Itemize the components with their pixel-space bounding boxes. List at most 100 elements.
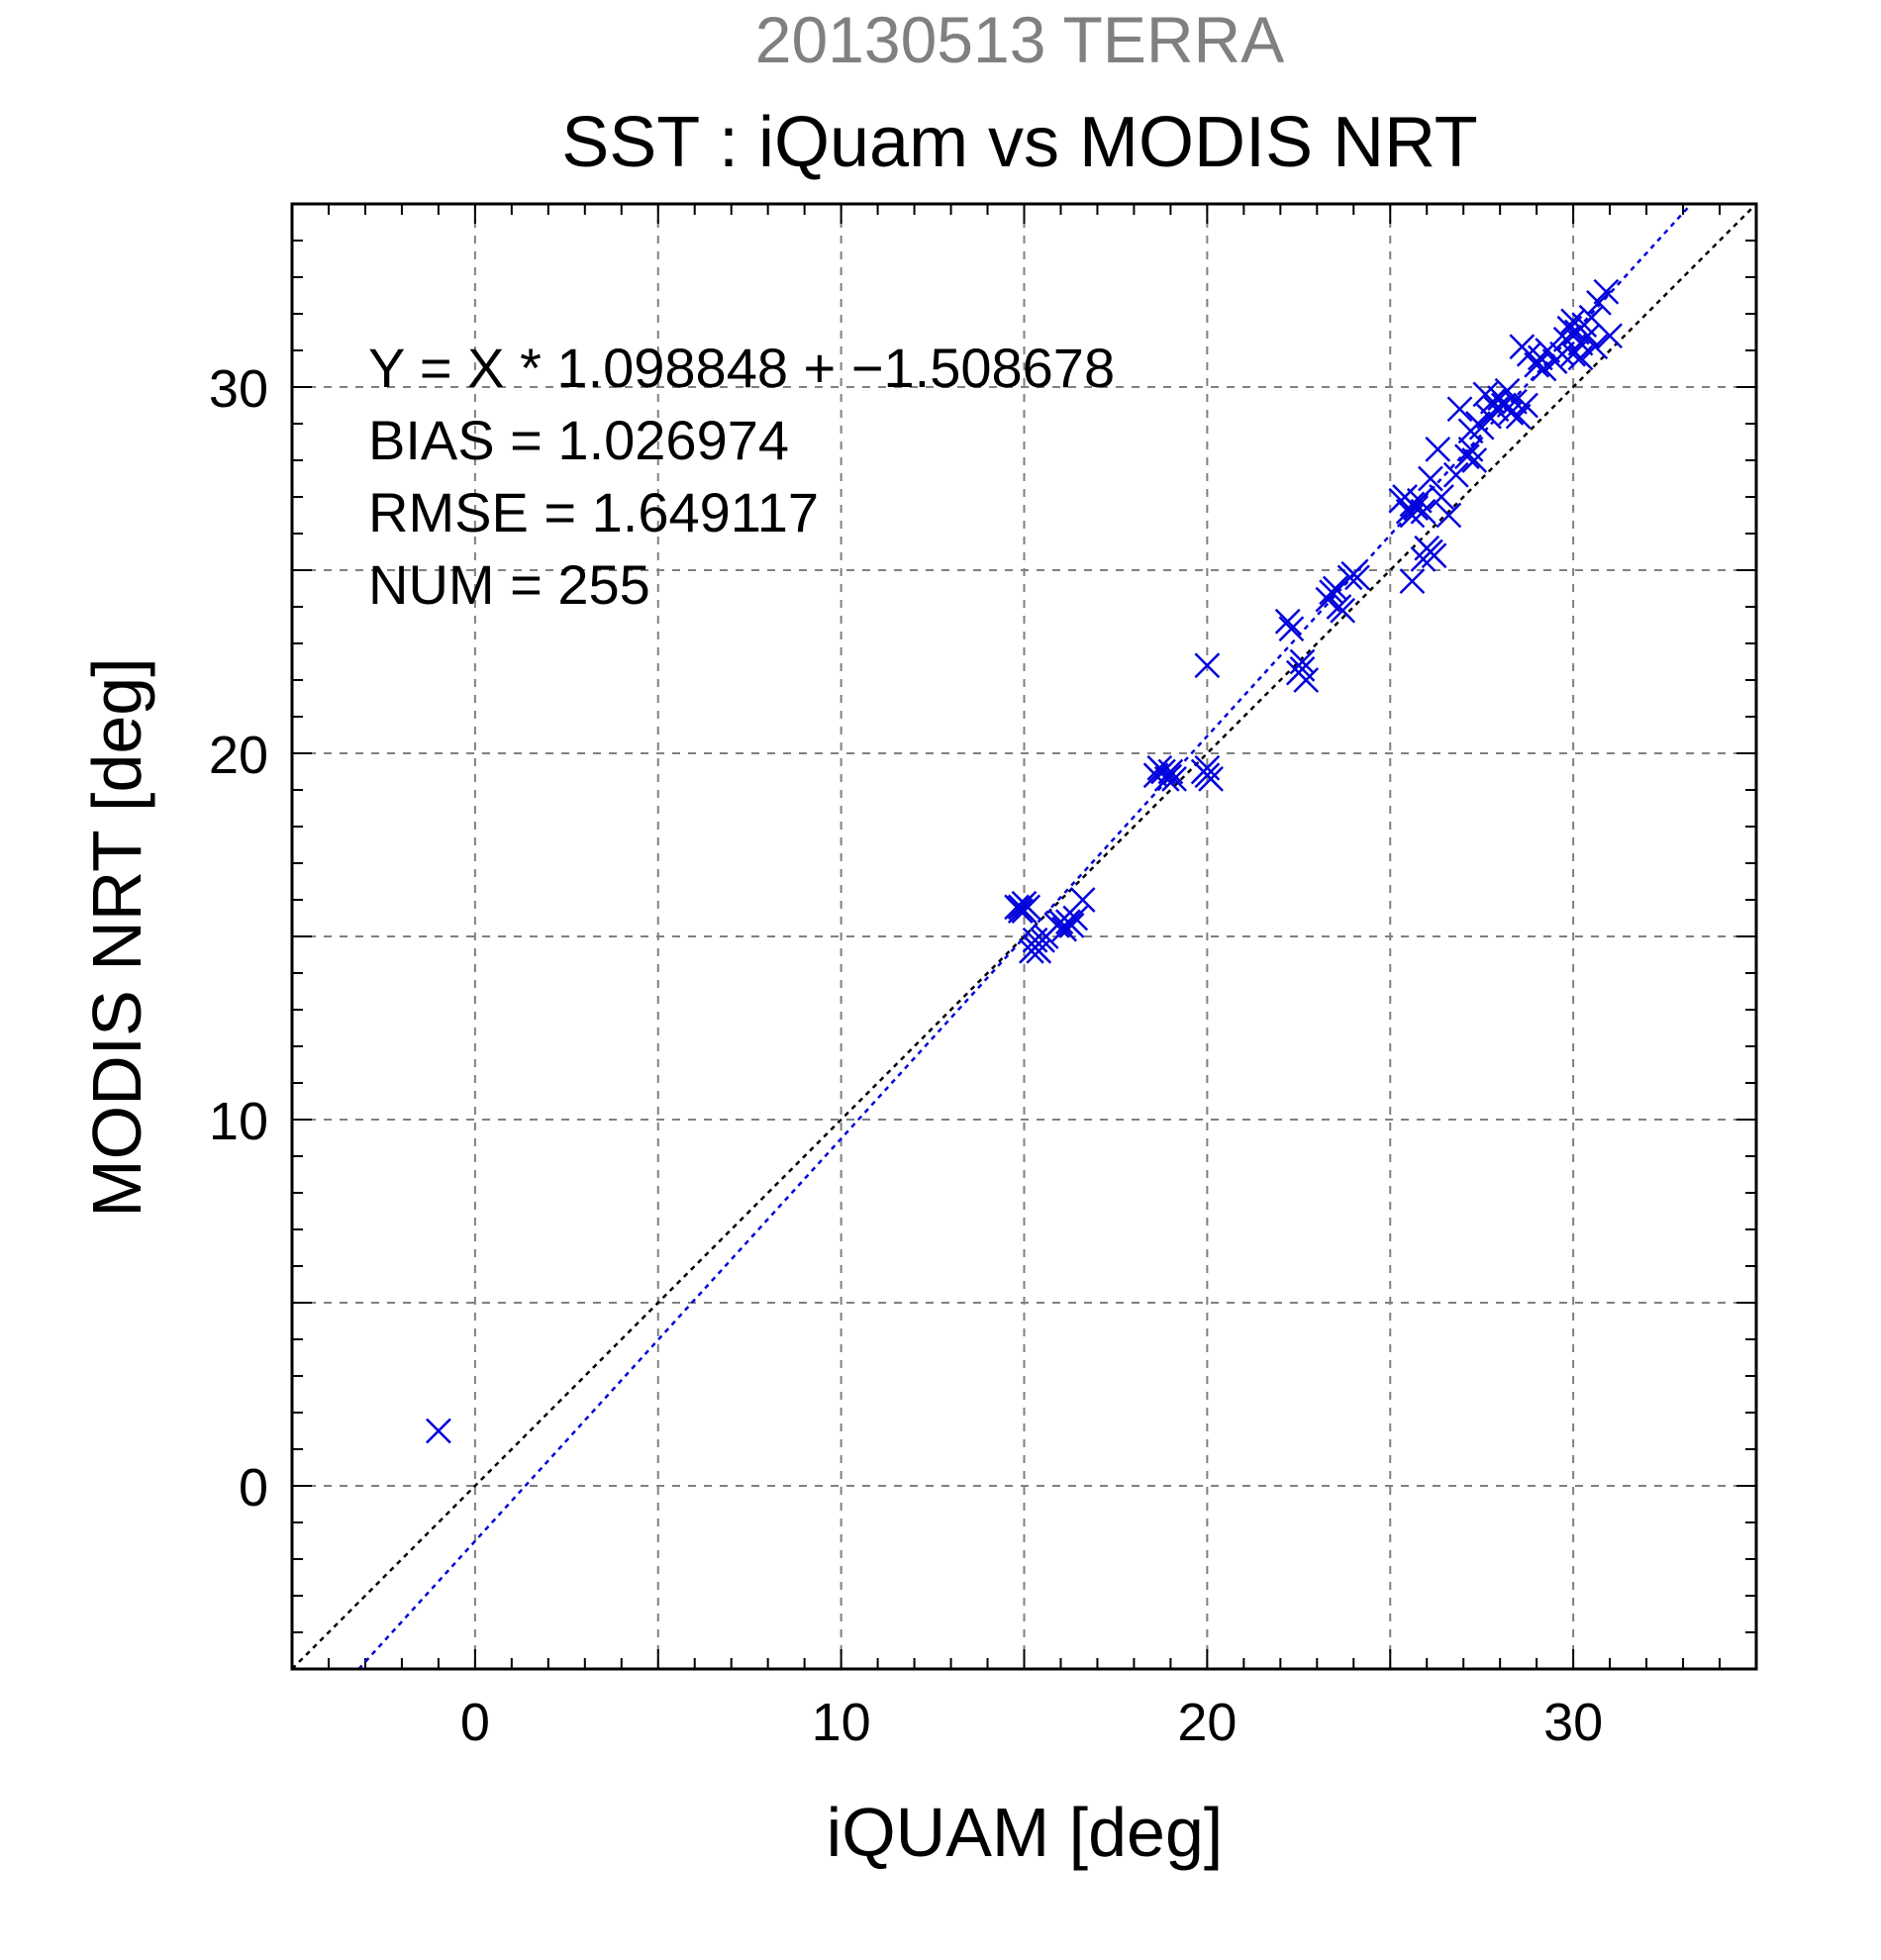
data-point-stroke [1406,487,1433,514]
data-point-stroke [1190,758,1217,785]
data-point-stroke [1425,437,1451,462]
data-points [426,278,1623,1444]
data-point-stroke [1274,608,1301,635]
data-point-stroke [1534,338,1561,363]
data-point [1461,447,1488,473]
data-point-stroke [1582,334,1609,360]
data-point-stroke [1315,586,1341,613]
data-point-stroke [1560,308,1587,335]
data-point [1007,898,1034,924]
data-point [1418,465,1443,492]
data-point-stroke [1429,484,1454,510]
data-point [1429,484,1454,510]
data-point [1454,443,1480,470]
data-point-stroke [1330,597,1356,624]
data-point [1011,890,1038,917]
stats-line: RMSE = 1.649117 [368,481,819,543]
data-point [1468,414,1495,441]
stats-line: NUM = 255 [368,553,650,616]
plot-frame [290,202,1758,1671]
data-point-stroke [1446,396,1473,423]
data-point-stroke [1524,351,1550,378]
data-point-stroke [1494,377,1521,404]
data-point [1403,495,1430,521]
data-point-stroke [1567,344,1594,371]
chart-title: SST : iQuam vs MODIS NRT [561,103,1478,182]
data-point [1582,334,1609,360]
data-point [1146,754,1173,781]
data-point [1593,278,1620,305]
data-point [1586,290,1612,316]
tick-labels: 0 10 20 30 0 10 20 30 [209,359,1603,1752]
data-point [1425,437,1451,462]
data-point-stroke [1454,443,1480,470]
data-point [1289,648,1316,675]
data-point-stroke [1516,341,1542,367]
y-tick-label: 20 [209,726,268,785]
data-point-stroke [1468,414,1495,441]
data-point [1278,616,1305,642]
data-point [1161,766,1187,792]
data-point-stroke [1344,564,1370,591]
data-point [1058,913,1085,938]
stats-block: Y = X * 1.098848 + −1.508678 BIAS = 1.026… [368,337,1115,616]
data-point [1410,498,1436,525]
data-point-stroke [1578,304,1605,331]
data-point-stroke [1289,656,1316,682]
data-point-stroke [1410,498,1436,525]
data-point-stroke [1058,913,1085,938]
data-point [1446,396,1473,423]
identity-line [292,204,1756,1669]
data-point [1534,338,1561,363]
x-tick-label: 20 [1177,1693,1237,1752]
data-point-stroke [1157,758,1184,785]
chart-subtitle: 20130513 TERRA [755,3,1284,76]
data-point [1442,461,1469,488]
data-point-stroke [1403,495,1430,521]
data-point [1153,766,1180,792]
data-point [1274,608,1301,635]
y-tick-label: 30 [209,359,268,419]
data-point [1567,344,1594,371]
data-point [1194,652,1221,679]
y-axis-label: MODIS NRT [deg] [78,657,155,1217]
data-point-stroke [1513,392,1538,419]
data-point-stroke [1069,887,1096,913]
data-point-stroke [426,1418,451,1444]
data-point [1505,403,1532,430]
y-tick-label: 10 [209,1092,268,1151]
data-point-stroke [1399,568,1426,594]
data-point-stroke [1007,898,1034,924]
data-point-stroke [1505,403,1532,430]
data-point-stroke [1436,502,1462,529]
data-point [1513,392,1538,419]
data-point-stroke [1461,447,1488,473]
data-point-stroke [1442,461,1469,488]
data-point-stroke [1194,652,1221,679]
data-point [1315,586,1341,613]
data-point [1436,502,1462,529]
data-point-stroke [1502,388,1528,415]
data-point-stroke [1289,648,1316,675]
data-point-stroke [1593,278,1620,305]
data-point-stroke [1146,754,1173,781]
data-point-stroke [1011,890,1038,917]
data-point [1494,377,1521,404]
x-tick-label: 10 [812,1693,871,1752]
data-point-stroke [1153,766,1180,792]
data-point [1560,341,1587,367]
data-point [1597,323,1623,349]
x-axis-label: iQUAM [deg] [827,1794,1224,1871]
data-point-stroke [1575,323,1601,349]
data-point [1556,315,1583,342]
data-point-stroke [1531,355,1557,382]
data-point [1414,535,1440,561]
data-point-stroke [1161,766,1187,792]
data-point [1069,887,1096,913]
data-point [1344,564,1370,591]
stats-line: Y = X * 1.098848 + −1.508678 [368,337,1115,399]
data-point-stroke [1457,437,1484,462]
data-point-stroke [1560,341,1587,367]
y-tick-label: 0 [239,1458,268,1518]
